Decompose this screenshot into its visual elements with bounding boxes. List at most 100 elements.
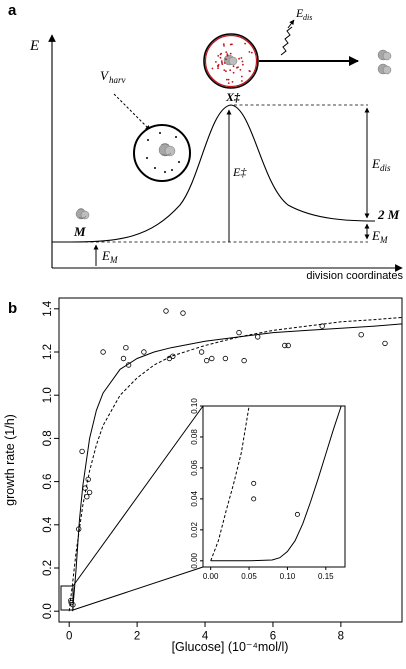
data-point xyxy=(358,332,364,338)
data-point xyxy=(120,355,127,362)
state-2m-label: 2 M xyxy=(377,207,400,222)
data-point xyxy=(123,345,129,351)
hot-dot xyxy=(242,63,244,66)
hot-dot xyxy=(249,70,251,73)
cold-cell-icon xyxy=(158,143,176,157)
hot-dot xyxy=(225,51,228,53)
barrier-label: E‡ xyxy=(232,165,247,179)
x-tick-label: 6 xyxy=(270,631,276,643)
hot-dot xyxy=(221,61,223,64)
energy-landscape-curve xyxy=(52,104,376,243)
x-tick-label: 0 xyxy=(66,631,72,643)
v-harv-letter: V xyxy=(100,68,110,83)
e-m-right-subscript: M xyxy=(379,235,388,245)
x-tick-label: 2 xyxy=(134,631,140,643)
v-harv-pointer xyxy=(113,93,151,131)
v-harv-subscript: harv xyxy=(109,75,126,85)
hot-dot xyxy=(215,61,217,63)
x-tick-label: 0.05 xyxy=(241,572,257,581)
hot-dot xyxy=(221,63,224,65)
data-point xyxy=(294,511,300,517)
hot-cell-circle xyxy=(203,33,259,89)
y-tick-label: 0.02 xyxy=(190,522,199,538)
hot-dot xyxy=(232,71,235,74)
hot-dot xyxy=(231,81,234,83)
hot-dot xyxy=(229,52,232,55)
y-axis-label: growth rate (1/h) xyxy=(3,414,17,506)
data-point xyxy=(285,342,291,349)
daughter-cell-icon-2 xyxy=(377,63,392,75)
hot-dot xyxy=(227,78,230,81)
panel-b-letter: b xyxy=(8,300,17,317)
hot-dot xyxy=(239,69,242,71)
hot-dot xyxy=(238,57,241,60)
data-point xyxy=(163,308,169,314)
data-point xyxy=(282,342,288,349)
hot-dot xyxy=(217,64,220,66)
data-point xyxy=(100,349,106,355)
hot-dot xyxy=(223,69,226,71)
hot-dot xyxy=(226,54,229,57)
hot-dots xyxy=(211,42,253,84)
hot-dot xyxy=(226,53,229,55)
hot-dot xyxy=(232,65,235,68)
x-tick-label: 0.10 xyxy=(280,572,296,581)
hot-dot xyxy=(240,75,243,78)
hot-dot xyxy=(225,58,227,61)
e-m-left-letter: E xyxy=(101,248,110,263)
hot-dot xyxy=(211,67,214,70)
hot-dot xyxy=(217,65,220,68)
y-tick-label: 0.04 xyxy=(190,491,199,507)
hot-dot xyxy=(222,43,225,46)
cold-dots xyxy=(146,132,180,173)
zoom-connector-bottom xyxy=(72,566,204,611)
hot-dot xyxy=(241,60,244,63)
hot-dot xyxy=(223,62,226,64)
data-point xyxy=(141,349,147,355)
y-tick-label: 0.6 xyxy=(42,474,54,490)
data-point xyxy=(251,496,257,502)
data-point xyxy=(198,349,205,355)
e-m-left-subscript: M xyxy=(109,255,118,265)
main-curves xyxy=(68,316,403,612)
inset-data-points xyxy=(251,480,300,517)
y-tick-label: 1.0 xyxy=(42,387,54,403)
hot-cell-icon xyxy=(223,54,238,66)
e-m-label-right: E M xyxy=(371,228,388,245)
main-plot-frame xyxy=(58,297,403,623)
y-tick-label: 0.00 xyxy=(190,552,199,568)
data-point xyxy=(170,353,176,359)
hot-dot xyxy=(217,67,219,70)
data-point xyxy=(255,334,261,340)
x-tick-label: 8 xyxy=(338,631,344,643)
y-tick-label: 0.8 xyxy=(42,430,54,446)
zoom-connector-top xyxy=(72,405,204,587)
hot-dot xyxy=(244,42,247,45)
data-point xyxy=(180,310,186,316)
x-axis-label: [Glucose] (10⁻⁴mol/l) xyxy=(172,640,289,654)
daughter-cell-icon-1 xyxy=(377,49,392,61)
y-tick-label: 0.08 xyxy=(190,429,199,445)
inset-curves xyxy=(210,405,342,562)
inset-frame xyxy=(202,405,346,568)
data-point xyxy=(209,355,215,362)
dashed-fit-curve xyxy=(68,316,403,612)
data-point xyxy=(319,323,325,329)
zoom-region-box xyxy=(60,585,74,611)
y-tick-label: 0.10 xyxy=(190,398,199,414)
dashed-fit-curve xyxy=(210,405,250,561)
panel-b: b 0 2 4 6 8 0.0 0.2 0.4 0.6 0.8 1.0 1.2 1.4 [Glucose… xyxy=(3,297,403,654)
data-point xyxy=(382,340,388,347)
y-tick-label: 0.0 xyxy=(42,603,54,619)
hot-dot xyxy=(217,55,220,57)
data-point xyxy=(82,485,88,491)
y-tick-label: 0.06 xyxy=(190,460,199,476)
emission-wavy-line xyxy=(280,26,293,56)
data-point xyxy=(125,362,132,368)
e-m-label-left: E M xyxy=(101,248,118,265)
energy-axis-label: E xyxy=(29,38,39,54)
y-tick-label: 1.2 xyxy=(42,344,54,360)
hot-dot xyxy=(241,80,243,82)
hot-dot xyxy=(250,51,253,54)
